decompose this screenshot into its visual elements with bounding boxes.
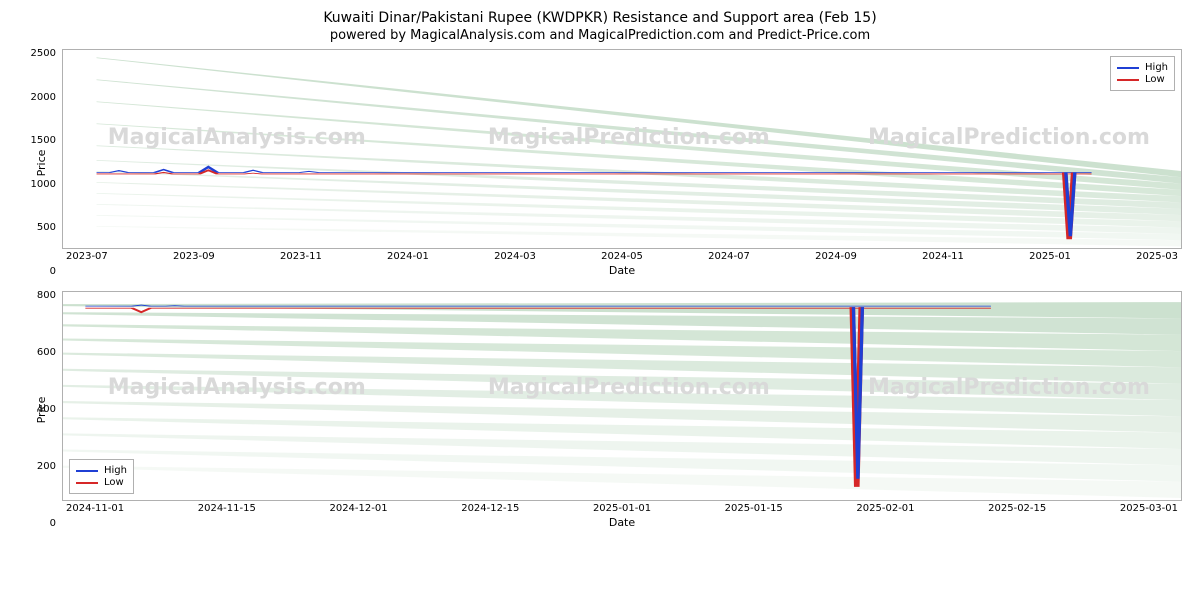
bottom-x-label: Date (62, 516, 1182, 529)
x-tick-label: 2025-01-01 (593, 503, 651, 514)
x-tick-label: 2024-07 (708, 251, 750, 262)
top-chart: 25002000150010005000 Price MagicalAnalys… (62, 49, 1182, 277)
x-tick-label: 2024-09 (815, 251, 857, 262)
y-tick-label: 0 (12, 519, 56, 529)
x-tick-label: 2023-11 (280, 251, 322, 262)
x-tick-label: 2025-03 (1136, 251, 1178, 262)
legend-swatch-high (1117, 67, 1139, 69)
x-tick-label: 2024-12-15 (461, 503, 519, 514)
bottom-plot-svg (63, 292, 1181, 500)
y-tick-label: 200 (12, 462, 56, 472)
x-tick-label: 2024-12-01 (329, 503, 387, 514)
x-tick-label: 2025-02-15 (988, 503, 1046, 514)
legend-label-low: Low (104, 477, 124, 488)
legend-label-high: High (1145, 62, 1168, 73)
bottom-x-ticks: 2024-11-01 2024-11-15 2024-12-01 2024-12-15… (62, 501, 1182, 514)
x-tick-label: 2025-01-15 (725, 503, 783, 514)
y-tick-label: 1500 (12, 136, 56, 146)
x-tick-label: 2025-02-01 (856, 503, 914, 514)
y-tick-label: 800 (12, 291, 56, 301)
legend: High Low (1110, 56, 1175, 91)
legend-swatch-low (1117, 79, 1139, 81)
x-tick-label: 2025-03-01 (1120, 503, 1178, 514)
x-tick-label: 2024-03 (494, 251, 536, 262)
y-tick-label: 0 (12, 267, 56, 277)
top-y-label: Price (35, 150, 48, 177)
x-tick-label: 2024-11 (922, 251, 964, 262)
top-x-label: Date (62, 264, 1182, 277)
y-tick-label: 500 (12, 223, 56, 233)
chart-subtitle: powered by MagicalAnalysis.com and Magic… (8, 28, 1192, 43)
legend-label-high: High (104, 465, 127, 476)
x-tick-label: 2024-05 (601, 251, 643, 262)
chart-title: Kuwaiti Dinar/Pakistani Rupee (KWDPKR) R… (8, 10, 1192, 26)
legend-swatch-high (76, 470, 98, 472)
y-tick-label: 600 (12, 348, 56, 358)
x-tick-label: 2024-01 (387, 251, 429, 262)
x-tick-label: 2024-11-01 (66, 503, 124, 514)
y-tick-label: 2500 (12, 49, 56, 59)
legend: High Low (69, 459, 134, 494)
legend-swatch-low (76, 482, 98, 484)
bottom-y-label: Price (35, 397, 48, 424)
top-plot-svg (63, 50, 1181, 248)
x-tick-label: 2023-09 (173, 251, 215, 262)
y-tick-label: 2000 (12, 93, 56, 103)
bottom-chart: 8006004002000 Price MagicalAnalysis.com … (62, 291, 1182, 529)
y-tick-label: 1000 (12, 180, 56, 190)
legend-label-low: Low (1145, 74, 1165, 85)
top-x-ticks: 2023-07 2023-09 2023-11 2024-01 2024-03 2024-… (62, 249, 1182, 262)
x-tick-label: 2025-01 (1029, 251, 1071, 262)
x-tick-label: 2023-07 (66, 251, 108, 262)
x-tick-label: 2024-11-15 (198, 503, 256, 514)
